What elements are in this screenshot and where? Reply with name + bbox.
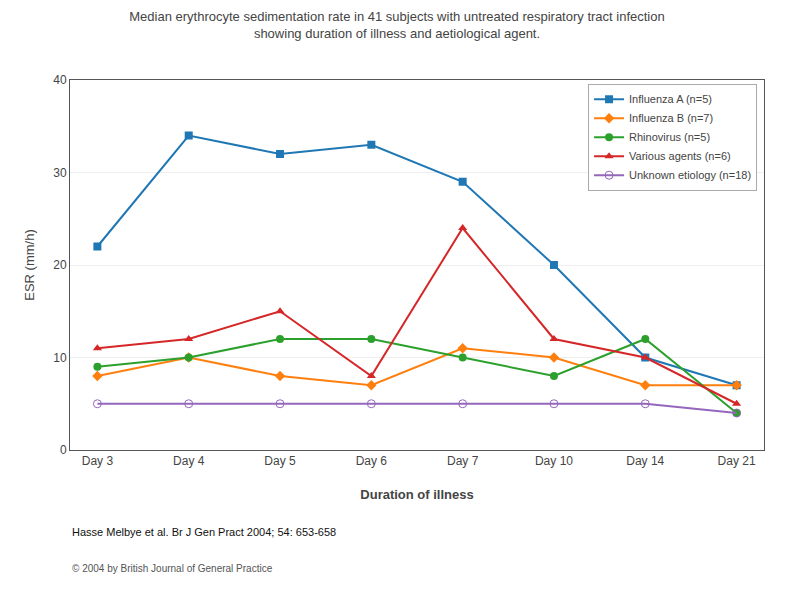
svg-text:Unknown etiology (n=18): Unknown etiology (n=18) xyxy=(629,169,751,181)
svg-text:Day 6: Day 6 xyxy=(356,454,388,468)
svg-text:Day 3: Day 3 xyxy=(82,454,114,468)
svg-text:Influenza A (n=5): Influenza A (n=5) xyxy=(629,93,712,105)
svg-text:Day 10: Day 10 xyxy=(535,454,573,468)
svg-text:ESR (mm/h): ESR (mm/h) xyxy=(22,229,37,301)
svg-text:10: 10 xyxy=(53,351,67,365)
svg-text:40: 40 xyxy=(53,73,67,87)
svg-text:© 2004 by British Journal of G: © 2004 by British Journal of General Pra… xyxy=(72,563,273,574)
svg-text:0: 0 xyxy=(60,443,67,457)
svg-text:20: 20 xyxy=(53,258,67,272)
svg-text:Day 5: Day 5 xyxy=(264,454,296,468)
svg-text:Influenza B (n=7): Influenza B (n=7) xyxy=(629,112,713,124)
svg-text:Day 4: Day 4 xyxy=(173,454,205,468)
svg-text:30: 30 xyxy=(53,166,67,180)
svg-text:Day 21: Day 21 xyxy=(718,454,756,468)
svg-text:Day 14: Day 14 xyxy=(626,454,664,468)
svg-text:Hasse Melbye et al. Br J Gen P: Hasse Melbye et al. Br J Gen Pract 2004;… xyxy=(72,526,336,538)
svg-text:Median erythrocyte sedimentati: Median erythrocyte sedimentation rate in… xyxy=(129,9,664,41)
svg-text:Day 7: Day 7 xyxy=(447,454,479,468)
svg-text:Duration of illness: Duration of illness xyxy=(360,487,473,502)
svg-text:Various agents (n=6): Various agents (n=6) xyxy=(629,150,731,162)
svg-text:Rhinovirus (n=5): Rhinovirus (n=5) xyxy=(629,131,710,143)
